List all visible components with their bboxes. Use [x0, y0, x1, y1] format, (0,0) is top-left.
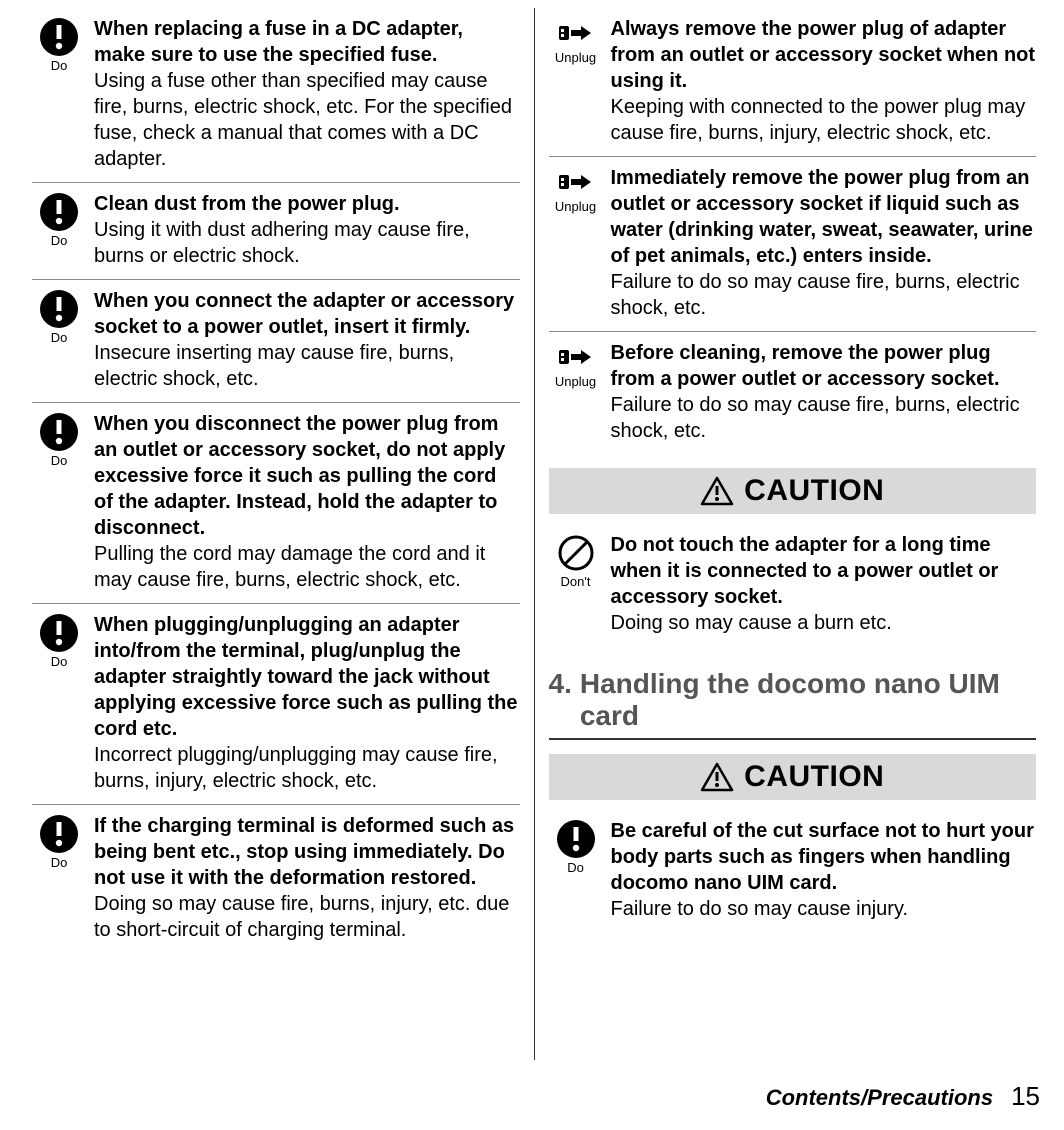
icon-label: Do	[567, 860, 584, 875]
precaution-item: Unplug Immediately remove the power plug…	[549, 157, 1037, 332]
precaution-bold: Be careful of the cut surface not to hur…	[611, 820, 1034, 894]
icon-column: Do	[32, 411, 86, 593]
precaution-normal: Using it with dust adhering may cause fi…	[94, 219, 470, 267]
warning-triangle-icon	[700, 762, 734, 792]
precaution-text: Be careful of the cut surface not to hur…	[611, 818, 1037, 922]
precaution-bold: When you connect the adapter or accessor…	[94, 290, 514, 338]
precaution-normal: Using a fuse other than specified may ca…	[94, 70, 512, 170]
do-icon	[40, 18, 78, 56]
precaution-item: Don't Do not touch the adapter for a lon…	[549, 524, 1037, 646]
icon-label: Unplug	[555, 199, 596, 214]
section-title: Handling the docomo nano UIM card	[580, 668, 1036, 732]
icon-label: Do	[51, 330, 68, 345]
page-number: 15	[1011, 1081, 1040, 1112]
precaution-item: Do When you connect the adapter or acces…	[32, 280, 520, 403]
precaution-item: Do Be careful of the cut surface not to …	[549, 810, 1037, 932]
unplug-icon	[557, 167, 595, 197]
caution-text: CAUTION	[744, 760, 884, 794]
do-icon	[40, 290, 78, 328]
icon-column: Do	[32, 16, 86, 172]
icon-column: Do	[549, 818, 603, 922]
precaution-item: Do When replacing a fuse in a DC adapter…	[32, 8, 520, 183]
do-icon	[40, 193, 78, 231]
icon-label: Do	[51, 654, 68, 669]
unplug-icon	[557, 18, 595, 48]
icon-label: Do	[51, 855, 68, 870]
precaution-text: Always remove the power plug of adapter …	[611, 16, 1037, 146]
precaution-normal: Keeping with connected to the power plug…	[611, 96, 1026, 144]
caution-text: CAUTION	[744, 474, 884, 508]
icon-column: Do	[32, 288, 86, 392]
precaution-text: Do not touch the adapter for a long time…	[611, 532, 1037, 636]
precaution-bold: If the charging terminal is deformed suc…	[94, 815, 514, 889]
footer-label: Contents/Precautions	[766, 1085, 993, 1111]
precaution-normal: Failure to do so may cause fire, burns, …	[611, 394, 1020, 442]
icon-column: Do	[32, 191, 86, 269]
precaution-bold: When replacing a fuse in a DC adapter, m…	[94, 18, 463, 66]
unplug-icon	[557, 342, 595, 372]
icon-label: Do	[51, 58, 68, 73]
precaution-text: Clean dust from the power plug. Using it…	[94, 191, 520, 269]
section-number: 4.	[549, 668, 572, 732]
precaution-normal: Doing so may cause a burn etc.	[611, 612, 892, 634]
icon-label: Unplug	[555, 50, 596, 65]
precaution-text: When replacing a fuse in a DC adapter, m…	[94, 16, 520, 172]
precaution-normal: Failure to do so may cause injury.	[611, 898, 909, 920]
left-column: Do When replacing a fuse in a DC adapter…	[22, 8, 535, 1060]
precaution-bold: Do not touch the adapter for a long time…	[611, 534, 999, 608]
warning-triangle-icon	[700, 476, 734, 506]
icon-column: Unplug	[549, 340, 603, 444]
precaution-item: Do If the charging terminal is deformed …	[32, 805, 520, 953]
precaution-normal: Insecure inserting may cause fire, burns…	[94, 342, 454, 390]
precaution-text: When you disconnect the power plug from …	[94, 411, 520, 593]
precaution-bold: When plugging/unplugging an adapter into…	[94, 614, 517, 740]
precaution-normal: Pulling the cord may damage the cord and…	[94, 543, 485, 591]
icon-column: Unplug	[549, 165, 603, 321]
section-heading: 4. Handling the docomo nano UIM card	[549, 658, 1037, 740]
precaution-text: When you connect the adapter or accessor…	[94, 288, 520, 392]
icon-column: Don't	[549, 532, 603, 636]
footer: Contents/Precautions 15	[766, 1081, 1040, 1112]
precaution-bold: Clean dust from the power plug.	[94, 193, 400, 215]
precaution-text: When plugging/unplugging an adapter into…	[94, 612, 520, 794]
icon-label: Do	[51, 233, 68, 248]
precaution-text: Before cleaning, remove the power plug f…	[611, 340, 1037, 444]
do-icon	[557, 820, 595, 858]
precaution-item: Do When plugging/unplugging an adapter i…	[32, 604, 520, 805]
icon-label: Don't	[561, 574, 591, 589]
precaution-normal: Incorrect plugging/unplugging may cause …	[94, 744, 498, 792]
caution-banner: CAUTION	[549, 754, 1037, 800]
icon-column: Do	[32, 813, 86, 943]
dont-icon	[557, 534, 595, 572]
do-icon	[40, 815, 78, 853]
icon-column: Do	[32, 612, 86, 794]
precaution-normal: Failure to do so may cause fire, burns, …	[611, 271, 1020, 319]
do-icon	[40, 614, 78, 652]
precaution-bold: When you disconnect the power plug from …	[94, 413, 505, 539]
do-icon	[40, 413, 78, 451]
icon-column: Unplug	[549, 16, 603, 146]
icon-label: Unplug	[555, 374, 596, 389]
precaution-item: Do Clean dust from the power plug. Using…	[32, 183, 520, 280]
precaution-bold: Before cleaning, remove the power plug f…	[611, 342, 1000, 390]
right-column: Unplug Always remove the power plug of a…	[535, 8, 1047, 1060]
precaution-bold: Immediately remove the power plug from a…	[611, 167, 1033, 267]
caution-banner: CAUTION	[549, 468, 1037, 514]
icon-label: Do	[51, 453, 68, 468]
precaution-item: Unplug Before cleaning, remove the power…	[549, 332, 1037, 454]
precaution-normal: Doing so may cause fire, burns, injury, …	[94, 893, 509, 941]
precaution-item: Unplug Always remove the power plug of a…	[549, 8, 1037, 157]
page-container: Do When replacing a fuse in a DC adapter…	[0, 0, 1064, 1060]
precaution-text: Immediately remove the power plug from a…	[611, 165, 1037, 321]
precaution-text: If the charging terminal is deformed suc…	[94, 813, 520, 943]
precaution-bold: Always remove the power plug of adapter …	[611, 18, 1036, 92]
precaution-item: Do When you disconnect the power plug fr…	[32, 403, 520, 604]
